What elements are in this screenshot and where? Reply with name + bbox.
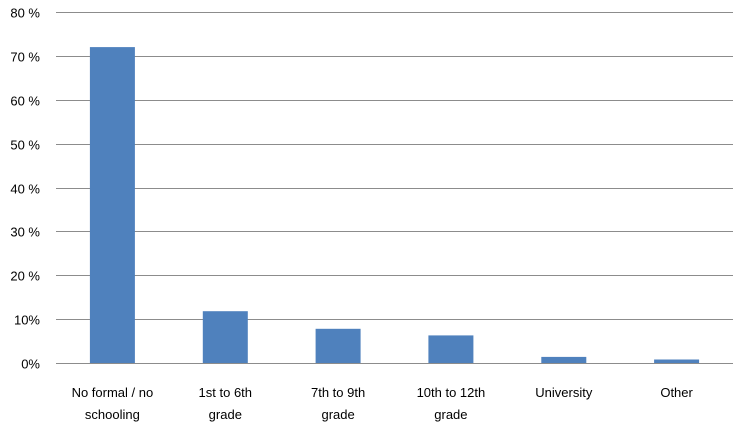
- y-tick-label: 80 %: [10, 6, 40, 21]
- y-tick-label: 60 %: [10, 94, 40, 109]
- y-tick-label: 70 %: [10, 50, 40, 65]
- y-tick-label: 20 %: [10, 269, 40, 284]
- x-category-label: 10th to 12th grade: [417, 385, 486, 422]
- x-category-label: University: [535, 385, 593, 400]
- y-tick-label: 50 %: [10, 138, 40, 153]
- x-category-label: 7th to 9th grade: [311, 385, 365, 422]
- x-category-label: Other: [660, 385, 693, 400]
- bars: [89, 47, 700, 363]
- bar: [89, 47, 135, 363]
- y-tick-label: 0%: [21, 357, 40, 372]
- x-category-label: No formal / no schooling: [72, 385, 154, 422]
- y-axis-tick-labels: 0% 10% 20 % 30 % 40 % 50 % 60 % 70 % 80 %: [10, 6, 40, 372]
- bar: [654, 359, 700, 363]
- bar: [428, 335, 474, 363]
- x-category-label: 1st to 6th grade: [199, 385, 252, 422]
- y-tick-label: 30 %: [10, 225, 40, 240]
- y-tick-label: 10%: [14, 313, 40, 328]
- bar: [541, 356, 587, 363]
- y-gridlines: [56, 12, 733, 320]
- x-axis-category-labels: No formal / no schooling 1st to 6th grade 7t…: [72, 385, 694, 422]
- bar: [202, 311, 248, 363]
- bar: [315, 328, 361, 363]
- y-tick-label: 40 %: [10, 182, 40, 197]
